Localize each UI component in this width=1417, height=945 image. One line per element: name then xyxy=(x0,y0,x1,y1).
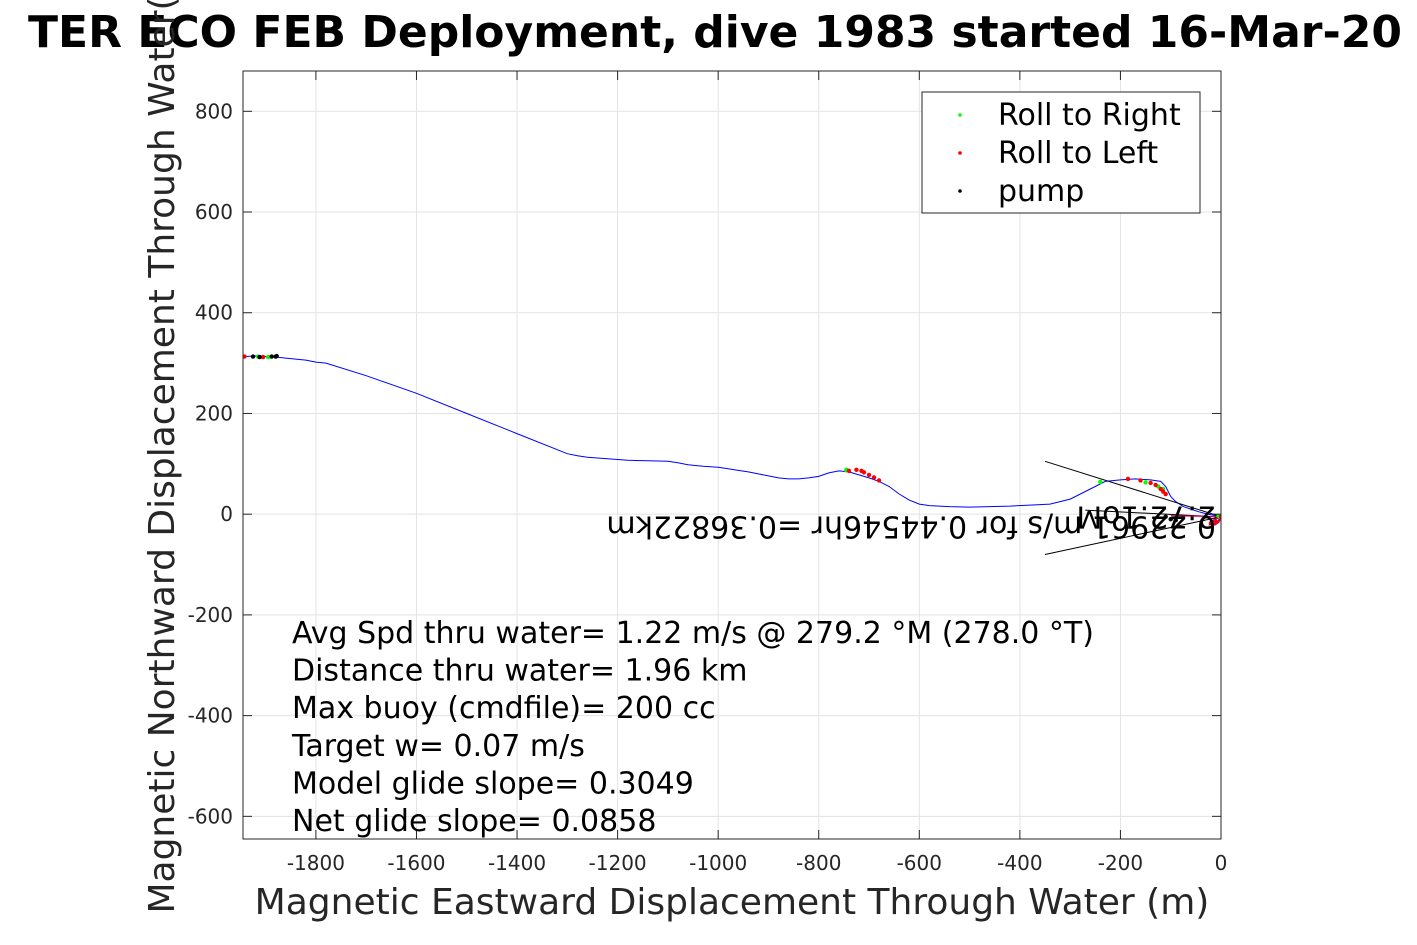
roll-left-point xyxy=(866,472,872,478)
roll-left-point xyxy=(876,478,882,483)
stats-line: Avg Spd thru water= 1.22 m/s @ 279.2 °M … xyxy=(292,616,1094,651)
data-layer: 0.22961 m/s for 0.44546hr =0.36822km2.72… xyxy=(243,353,1221,555)
roll-right-point xyxy=(265,354,271,360)
heading-arrow-label: 2.72.1oM xyxy=(1076,499,1216,534)
legend-label-roll-left: Roll to Left xyxy=(998,136,1158,171)
roll-left-point xyxy=(854,467,859,473)
roll-right-point xyxy=(1143,480,1148,485)
roll-left-point xyxy=(1153,482,1158,488)
x-tick-label: -1000 xyxy=(689,851,747,875)
ticks: -1800 -1600 -1400 -1200 -1000 -800 -600 -400 -20… xyxy=(188,71,1228,875)
legend-label-roll-right: Roll to Right xyxy=(998,98,1181,133)
legend-label-pump: pump xyxy=(998,174,1084,209)
legend: Roll to Right Roll to Left pump xyxy=(921,91,1201,214)
y-tick-label: -600 xyxy=(188,804,233,828)
x-tick-label: -1200 xyxy=(589,851,647,875)
legend-box xyxy=(921,91,1201,214)
current-arrow-label: 0.22961 m/s for 0.44546hr =0.36822km xyxy=(606,509,1216,544)
pump-point xyxy=(1168,517,1173,522)
y-tick-label: 0 xyxy=(220,502,233,526)
y-axis-label: Magnetic Northward Displacement Through … xyxy=(142,0,183,914)
stats-line: Net glide slope= 0.0858 xyxy=(292,804,656,839)
roll-left-point xyxy=(1148,480,1153,486)
roll-left-point xyxy=(260,354,266,360)
x-tick-label: -600 xyxy=(897,851,942,875)
stats-line: Model glide slope= 0.3049 xyxy=(292,766,694,801)
x-tick-label: -400 xyxy=(997,851,1042,875)
roll-left-point xyxy=(1138,478,1143,483)
stats-line: Target w= 0.07 m/s xyxy=(291,729,585,764)
roll-left-point xyxy=(871,475,877,480)
legend-marker-roll-right xyxy=(958,113,962,117)
arrowhead-line xyxy=(1044,516,1221,555)
dive-track-line xyxy=(245,355,1221,518)
axes-box xyxy=(242,70,1222,840)
pump-point xyxy=(1173,518,1178,523)
heading-arrow-shaft xyxy=(1170,515,1221,518)
y-tick-label: -400 xyxy=(188,704,233,728)
roll-left-point xyxy=(243,354,247,359)
x-tick-label: -1400 xyxy=(488,851,546,875)
chart-title: TER ECO FEB Deployment, dive 1983 starte… xyxy=(28,7,1402,58)
x-axis-label: Magnetic Eastward Displacement Through W… xyxy=(255,882,1210,923)
y-tick-label: 600 xyxy=(195,200,233,224)
pump-point xyxy=(257,354,262,360)
legend-marker-roll-left xyxy=(958,151,962,155)
y-tick-label: 400 xyxy=(195,301,233,325)
legend-marker-pump xyxy=(958,189,962,193)
roll-left-point xyxy=(1218,514,1221,519)
roll-left-point xyxy=(1163,491,1168,497)
y-tick-label: 800 xyxy=(195,99,233,123)
pump-point xyxy=(269,354,274,359)
stats-line: Distance thru water= 1.96 km xyxy=(292,654,747,689)
roll-left-point xyxy=(1125,476,1131,482)
y-tick-label: 200 xyxy=(195,401,233,425)
stats-line: Max buoy (cmdfile)= 200 cc xyxy=(292,691,716,726)
roll-right-point xyxy=(1098,479,1103,485)
x-tick-label: -200 xyxy=(1098,851,1143,875)
stats-annotations: Avg Spd thru water= 1.22 m/s @ 279.2 °M … xyxy=(291,616,1094,839)
roll-left-point xyxy=(846,468,852,474)
pump-point xyxy=(250,354,256,359)
pump-point xyxy=(1163,514,1168,519)
y-tick-label: -200 xyxy=(188,603,233,627)
x-tick-label: -1600 xyxy=(387,851,445,875)
grid xyxy=(243,71,1222,839)
pump-point xyxy=(274,353,279,359)
roll-left-point xyxy=(861,470,867,475)
x-tick-label: -800 xyxy=(796,851,841,875)
x-tick-label: 0 xyxy=(1215,851,1228,875)
x-tick-label: -1800 xyxy=(287,851,345,875)
arrowhead-line xyxy=(1044,460,1221,518)
roll-left-point xyxy=(1208,521,1214,526)
roll-left-point xyxy=(1213,519,1219,524)
